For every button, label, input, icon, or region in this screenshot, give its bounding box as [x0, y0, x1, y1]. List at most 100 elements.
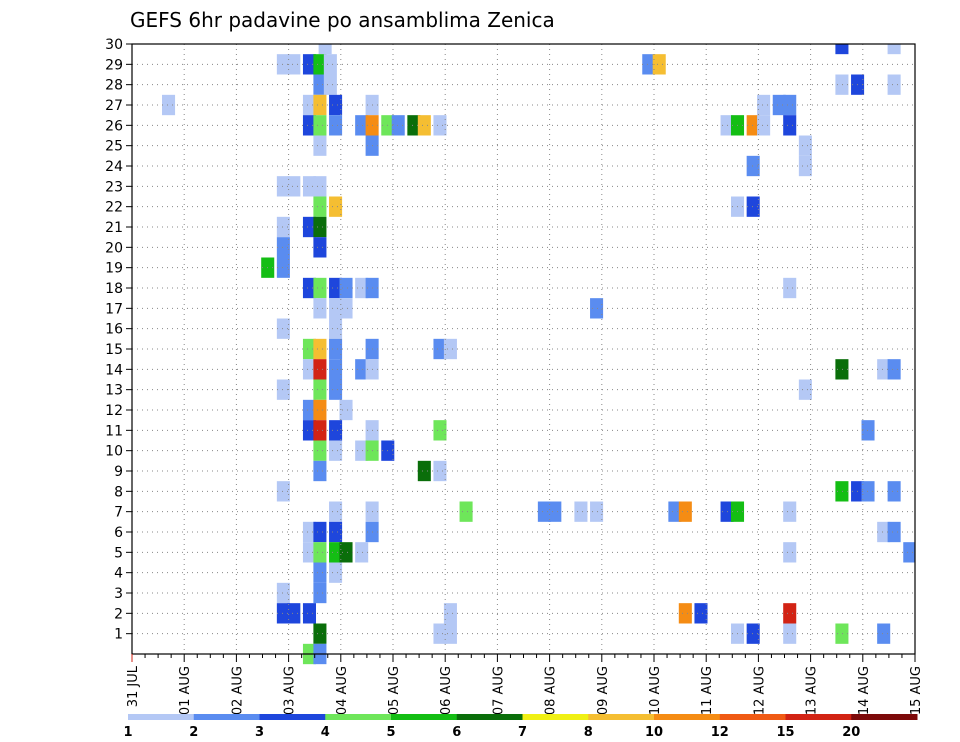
y-tick-label: 14 — [105, 362, 123, 378]
legend-label: 2 — [189, 725, 198, 740]
precip-cell — [313, 196, 327, 217]
y-tick-label: 15 — [105, 342, 123, 358]
precip-cell — [887, 74, 901, 95]
precip-cell — [877, 521, 891, 543]
y-tick-label: 17 — [105, 301, 123, 317]
precip-cell — [313, 399, 327, 421]
legend-label: 7 — [518, 725, 527, 740]
precip-cell — [757, 115, 771, 136]
precip-cell — [329, 440, 343, 461]
precip-cell — [313, 562, 327, 583]
y-tick-label: 23 — [105, 179, 123, 195]
precip-cell — [313, 338, 327, 360]
legend-label: 15 — [776, 725, 794, 740]
cells-layer — [162, 44, 915, 665]
legend-label: 12 — [711, 725, 729, 740]
precip-cell — [355, 542, 369, 563]
precip-cell — [339, 277, 353, 299]
precip-cell — [887, 359, 901, 380]
legend-swatch — [193, 714, 260, 720]
precip-cell — [391, 115, 405, 136]
precip-cell — [642, 54, 656, 75]
precip-cell — [313, 237, 327, 258]
precip-cell — [313, 135, 327, 156]
precip-cell — [574, 501, 588, 522]
precip-cell — [276, 216, 290, 238]
y-tick-label: 3 — [114, 586, 123, 602]
precip-cell — [287, 603, 301, 624]
legend-swatch — [128, 714, 195, 720]
y-tick-label: 21 — [105, 220, 123, 236]
chart-title: GEFS 6hr padavine po ansamblima Zenica — [130, 8, 555, 32]
legend-label: 1 — [123, 725, 132, 740]
precip-cell — [746, 196, 760, 217]
precip-cell — [313, 216, 327, 238]
precip-cell — [302, 359, 317, 380]
y-tick-label: 13 — [105, 383, 123, 399]
precip-cell — [329, 542, 343, 563]
precip-cell — [302, 603, 317, 624]
x-tick-label: 14 AUG — [857, 666, 872, 715]
precip-cell — [783, 542, 797, 563]
precip-cell — [887, 481, 901, 502]
legend-swatch — [456, 714, 523, 720]
precip-cell — [313, 440, 327, 461]
x-tick-label: 09 AUG — [596, 666, 611, 715]
y-tick-label: 27 — [105, 98, 123, 114]
precip-cell — [433, 115, 447, 136]
precip-cell — [903, 542, 915, 563]
y-tick-label: 26 — [105, 118, 123, 134]
precip-cell — [783, 115, 797, 136]
precip-cell — [417, 115, 431, 136]
precip-cell — [694, 603, 708, 624]
precip-cell — [313, 74, 327, 95]
precip-cell — [433, 420, 447, 441]
y-tick-label: 20 — [105, 240, 123, 256]
precip-cell — [329, 521, 343, 543]
y-tick-label: 10 — [105, 444, 123, 460]
x-tick-label: 03 AUG — [283, 666, 298, 715]
precip-cell — [877, 623, 891, 644]
precip-cell — [329, 420, 343, 441]
legend-label: 6 — [452, 725, 461, 740]
precip-cell — [276, 318, 290, 339]
precip-cell — [339, 298, 353, 319]
x-tick-label: 31 JUL — [126, 665, 141, 707]
y-tick-label: 30 — [105, 37, 123, 53]
precip-cell — [329, 379, 343, 400]
precip-cell — [339, 542, 353, 563]
legend-label: 4 — [321, 725, 330, 740]
y-tick-label: 11 — [105, 423, 123, 439]
y-tick-label: 9 — [114, 464, 123, 480]
precip-cell — [329, 338, 343, 360]
precip-cell — [459, 501, 473, 522]
precip-cell — [302, 338, 317, 360]
precip-cell — [443, 338, 457, 360]
precip-cell — [276, 379, 290, 400]
precip-cell — [783, 277, 797, 299]
legend-label: 3 — [255, 725, 264, 740]
precip-cell — [537, 501, 551, 522]
precip-cell — [329, 562, 343, 583]
precip-cell — [590, 298, 604, 319]
precip-cell — [678, 501, 692, 522]
precip-cell — [313, 542, 327, 563]
precip-cell — [407, 115, 421, 136]
precip-cell — [433, 460, 447, 482]
precip-cell — [443, 623, 457, 644]
precip-cell — [783, 623, 797, 644]
x-tick-label: 12 AUG — [752, 666, 767, 715]
precip-cell — [318, 44, 332, 55]
precip-cell — [313, 379, 327, 400]
precip-cell — [746, 115, 760, 136]
precip-cell — [313, 54, 327, 75]
legend-swatch — [259, 714, 326, 720]
y-tick-label: 28 — [105, 78, 123, 94]
precip-cell — [783, 94, 797, 116]
precip-cell — [877, 359, 891, 380]
precip-cell — [276, 237, 290, 258]
y-tick-label: 16 — [105, 322, 123, 338]
x-tick-label: 02 AUG — [230, 666, 245, 715]
legend-swatch — [785, 714, 852, 720]
